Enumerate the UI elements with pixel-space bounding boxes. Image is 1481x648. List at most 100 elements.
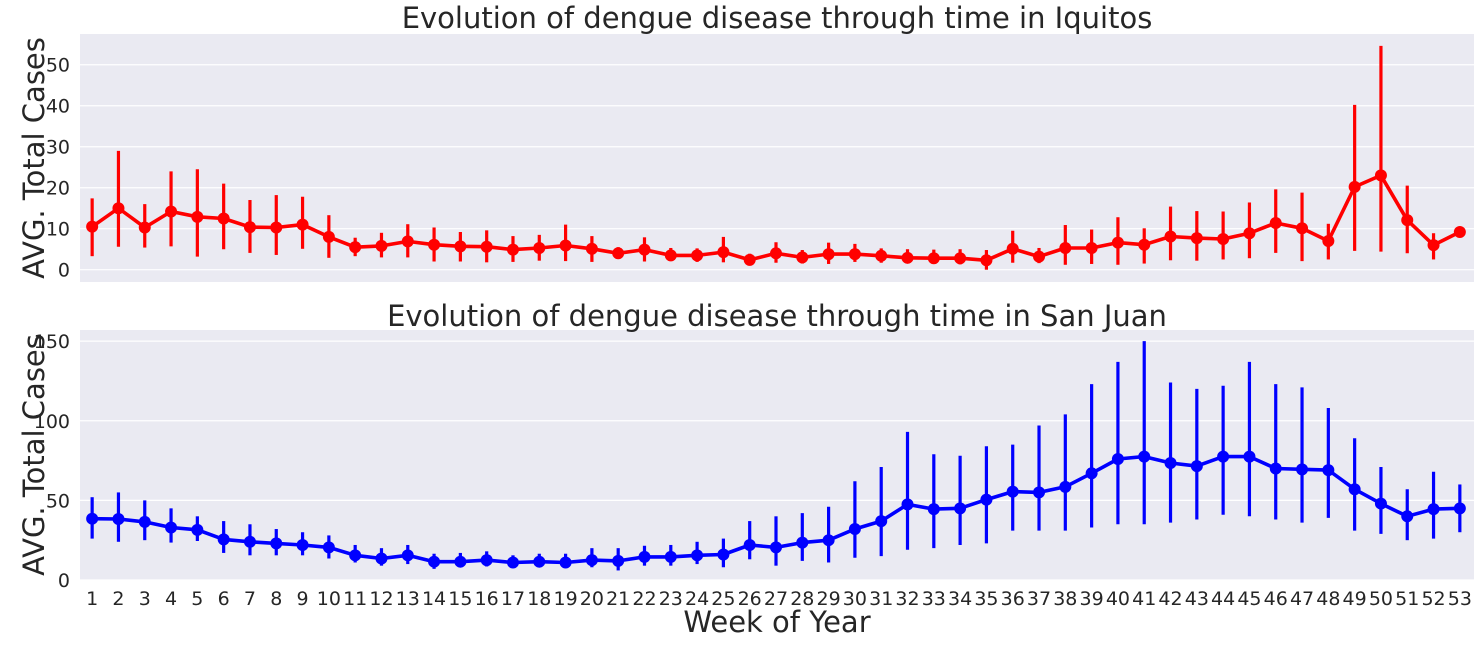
data-point [664,550,677,563]
x-tick-label: 48 [1316,588,1340,610]
x-tick-label: 24 [685,588,709,610]
data-point [822,534,835,547]
data-point [691,549,704,562]
data-point [1111,452,1124,465]
x-tick-label: 45 [1237,588,1261,610]
data-point [375,552,388,565]
data-point [1243,450,1256,463]
data-point [1401,214,1414,227]
data-point [1138,450,1151,463]
data-point [717,246,730,259]
data-point [927,503,940,516]
x-tick-label: 2 [112,588,124,610]
x-tick-label: 41 [1132,588,1156,610]
data-point [980,493,993,506]
x-tick-label: 1 [86,588,98,610]
data-point [454,240,467,253]
data-point [1059,480,1072,493]
x-tick-label: 25 [711,588,735,610]
data-point [506,556,519,569]
chart-title: Evolution of dengue disease through time… [387,299,1167,333]
x-tick-label: 47 [1290,588,1314,610]
data-point [533,555,546,568]
data-point [1033,250,1046,263]
x-tick-label: 35 [974,588,998,610]
data-point [270,537,283,550]
data-point [112,513,125,526]
data-point [1453,502,1466,515]
y-tick-label: 20 [46,178,70,200]
x-tick-label: 7 [244,588,256,610]
x-tick-label: 27 [764,588,788,610]
data-point [1427,503,1440,516]
data-point [165,205,178,218]
data-point [770,247,782,260]
y-tick-label: 100 [34,411,70,433]
data-point [585,554,598,567]
x-tick-label: 44 [1211,588,1235,610]
data-point [349,241,362,254]
data-point [875,515,888,528]
data-point [1217,450,1230,463]
x-tick-label: 3 [139,588,151,610]
plot-area [80,34,1474,282]
x-tick-label: 23 [659,588,683,610]
data-point [243,221,256,234]
data-point [638,243,651,256]
data-point [1085,467,1098,480]
x-tick-label: 15 [448,588,472,610]
data-point [1085,241,1098,254]
x-tick-label: 8 [270,588,282,610]
y-tick-label: 50 [46,55,70,77]
x-tick-label: 11 [343,588,367,610]
data-point [296,538,309,551]
data-point [1427,239,1440,252]
chart-title: Evolution of dengue disease through time… [402,1,1153,35]
data-point [270,221,283,234]
x-tick-label: 53 [1448,588,1472,610]
x-tick-label: 19 [553,588,577,610]
data-point [1006,485,1019,498]
x-tick-label: 16 [475,588,499,610]
x-tick-label: 31 [869,588,893,610]
x-tick-label: 21 [606,588,630,610]
data-point [1401,510,1414,523]
x-tick-label: 30 [843,588,867,610]
data-point [1190,232,1203,245]
y-tick-label: 0 [58,260,70,282]
x-tick-label: 4 [165,588,177,610]
x-axis-label: Week of Year [683,605,870,639]
data-point [165,521,178,534]
data-point [1296,222,1309,235]
data-point [138,221,151,234]
x-tick-label: 51 [1395,588,1419,610]
data-point [743,253,756,266]
data-point [585,242,598,255]
data-point [1348,180,1361,193]
data-point [217,533,230,546]
x-tick-label: 9 [297,588,309,610]
x-tick-label: 13 [396,588,420,610]
data-point [138,515,151,528]
x-tick-label: 18 [527,588,551,610]
x-tick-label: 43 [1185,588,1209,610]
data-point [1006,242,1019,255]
data-point [1296,463,1309,476]
data-point [86,220,99,233]
chart-panel-1: 0 10 20 30 40 50 Evolution of dengue disease t… [17,1,1474,282]
data-point [322,541,335,554]
data-point [1033,486,1046,499]
data-point [401,549,414,562]
y-tick-label: 150 [34,331,70,353]
data-point [901,498,914,511]
data-point [875,249,888,262]
data-point [86,512,99,525]
y-tick-label: 40 [46,96,70,118]
data-point [1164,230,1177,243]
data-point [1374,497,1387,510]
x-tick-label: 34 [948,588,972,610]
data-point [1138,238,1151,251]
